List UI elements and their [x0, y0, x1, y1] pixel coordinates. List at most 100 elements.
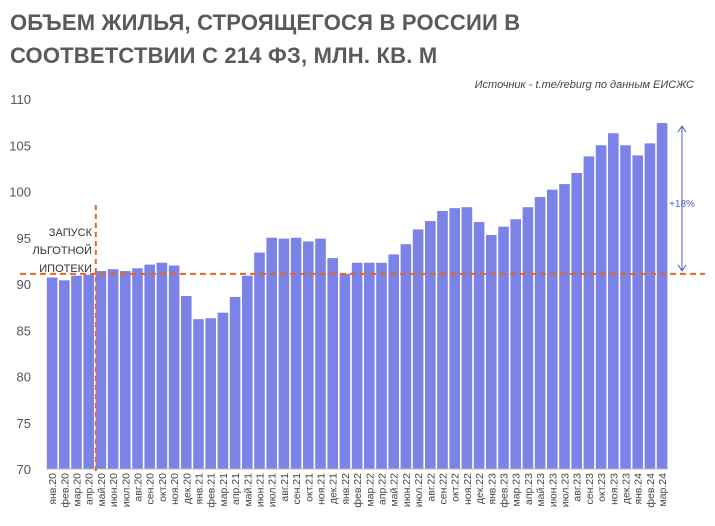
x-tick-label: янв.24 [633, 473, 645, 505]
x-tick-label: апр.21 [230, 473, 242, 505]
bar [449, 208, 460, 469]
x-tick-label: сен.22 [438, 473, 450, 505]
bar [71, 275, 82, 469]
x-tick-label: июл.22 [413, 473, 425, 507]
bar [315, 238, 326, 469]
x-tick-label: янв.21 [194, 473, 206, 505]
growth-arrow-head-bottom [677, 264, 687, 272]
x-tick-label: авг.20 [133, 473, 145, 502]
x-tick-label: фев.21 [206, 473, 218, 508]
bar [534, 197, 546, 470]
x-tick-label: сен.23 [584, 473, 596, 505]
x-tick-label: ноя.21 [316, 473, 328, 505]
x-tick-label: ноя.23 [608, 473, 620, 505]
bar [498, 226, 509, 469]
x-tick-label: дек.23 [621, 473, 633, 504]
x-tick-label: фев.23 [499, 473, 511, 508]
y-tick-label: 90 [17, 277, 31, 292]
bar [656, 123, 668, 470]
bar [290, 237, 302, 469]
bar [425, 221, 436, 469]
x-tick-label: окт.20 [157, 473, 169, 502]
y-tick-label: 100 [9, 185, 31, 200]
bar [583, 156, 595, 469]
bar [351, 262, 363, 469]
x-tick-label: июл.23 [560, 473, 572, 507]
x-tick-label: ноя.22 [462, 473, 474, 505]
x-tick-label: май.22 [389, 473, 401, 507]
x-tick-label: авг.22 [425, 473, 437, 502]
x-axis: янв.20 фев.20 мар.20 апр.20 май.20 июн.20 июл.… [47, 473, 669, 508]
bar [473, 222, 485, 469]
bar [266, 237, 277, 469]
x-tick-label: май.23 [535, 473, 547, 507]
bar [412, 229, 424, 469]
x-tick-label: окт.23 [596, 473, 608, 502]
bar [522, 207, 534, 469]
bar [510, 219, 521, 469]
x-tick-label: апр.20 [84, 473, 96, 505]
bar [107, 269, 119, 469]
annotations: ЗАПУСК ЛЬГОТНОЙ ИПОТЕКИ +18% [20, 125, 705, 472]
x-tick-label: дек.20 [181, 473, 193, 504]
bar-series [46, 123, 668, 470]
event-label: ЗАПУСК [49, 227, 93, 239]
x-tick-label: ноя.20 [169, 473, 181, 505]
bar [95, 271, 107, 469]
x-tick-label: дек.21 [328, 473, 340, 504]
bar [486, 234, 497, 469]
bar [644, 143, 656, 469]
x-tick-label: май.20 [96, 473, 108, 507]
bar [303, 241, 314, 469]
bar [132, 268, 143, 469]
growth-label: +18% [669, 199, 695, 210]
y-tick-label: 80 [17, 370, 31, 385]
bar [144, 264, 155, 469]
bar [376, 262, 387, 469]
bar [364, 262, 375, 469]
bar [339, 273, 351, 469]
x-tick-label: авг.21 [279, 473, 291, 502]
bar [217, 312, 229, 469]
bar [437, 210, 448, 470]
bar [242, 275, 253, 469]
x-tick-label: мар.24 [657, 473, 669, 507]
bar [620, 145, 631, 469]
bar [461, 207, 473, 469]
x-tick-label: окт.22 [450, 473, 462, 502]
y-tick-label: 95 [17, 231, 31, 246]
bar [83, 274, 94, 469]
bar [168, 265, 180, 469]
x-tick-label: сен.20 [145, 473, 157, 505]
bar [547, 189, 558, 469]
y-tick-label: 70 [17, 462, 31, 477]
bar [595, 145, 607, 469]
bar [254, 252, 265, 469]
bar [205, 318, 216, 469]
x-tick-label: мар.22 [364, 473, 376, 507]
x-tick-label: дек.22 [474, 473, 486, 504]
x-tick-label: июн.21 [255, 473, 267, 507]
y-tick-label: 110 [10, 92, 31, 107]
x-tick-label: мар.21 [218, 473, 230, 507]
y-axis: 70 75 80 85 90 95 100 105 110 [9, 92, 31, 477]
bar [571, 173, 582, 469]
chart-title: ОБЪЕМ ЖИЛЬЯ, СТРОЯЩЕГОСЯ В РОССИИ В СООТ… [10, 10, 521, 68]
y-tick-label: 75 [17, 416, 31, 431]
bar [229, 296, 241, 469]
bar [388, 254, 399, 469]
x-tick-label: фев.22 [352, 473, 364, 508]
x-tick-label: фев.20 [59, 473, 71, 508]
x-tick-label: янв.22 [340, 473, 352, 505]
x-tick-label: фев.24 [645, 473, 657, 508]
event-label: ИПОТЕКИ [39, 263, 92, 275]
source-note: Источник - t.me/reburg по данным ЕИСЖС [474, 79, 694, 91]
bar [632, 155, 643, 470]
x-tick-label: окт.21 [303, 473, 315, 502]
y-tick-label: 105 [9, 138, 31, 153]
x-tick-label: июн.22 [401, 473, 413, 507]
x-tick-label: май.21 [242, 473, 254, 507]
bar [559, 184, 570, 469]
bar [278, 238, 290, 469]
